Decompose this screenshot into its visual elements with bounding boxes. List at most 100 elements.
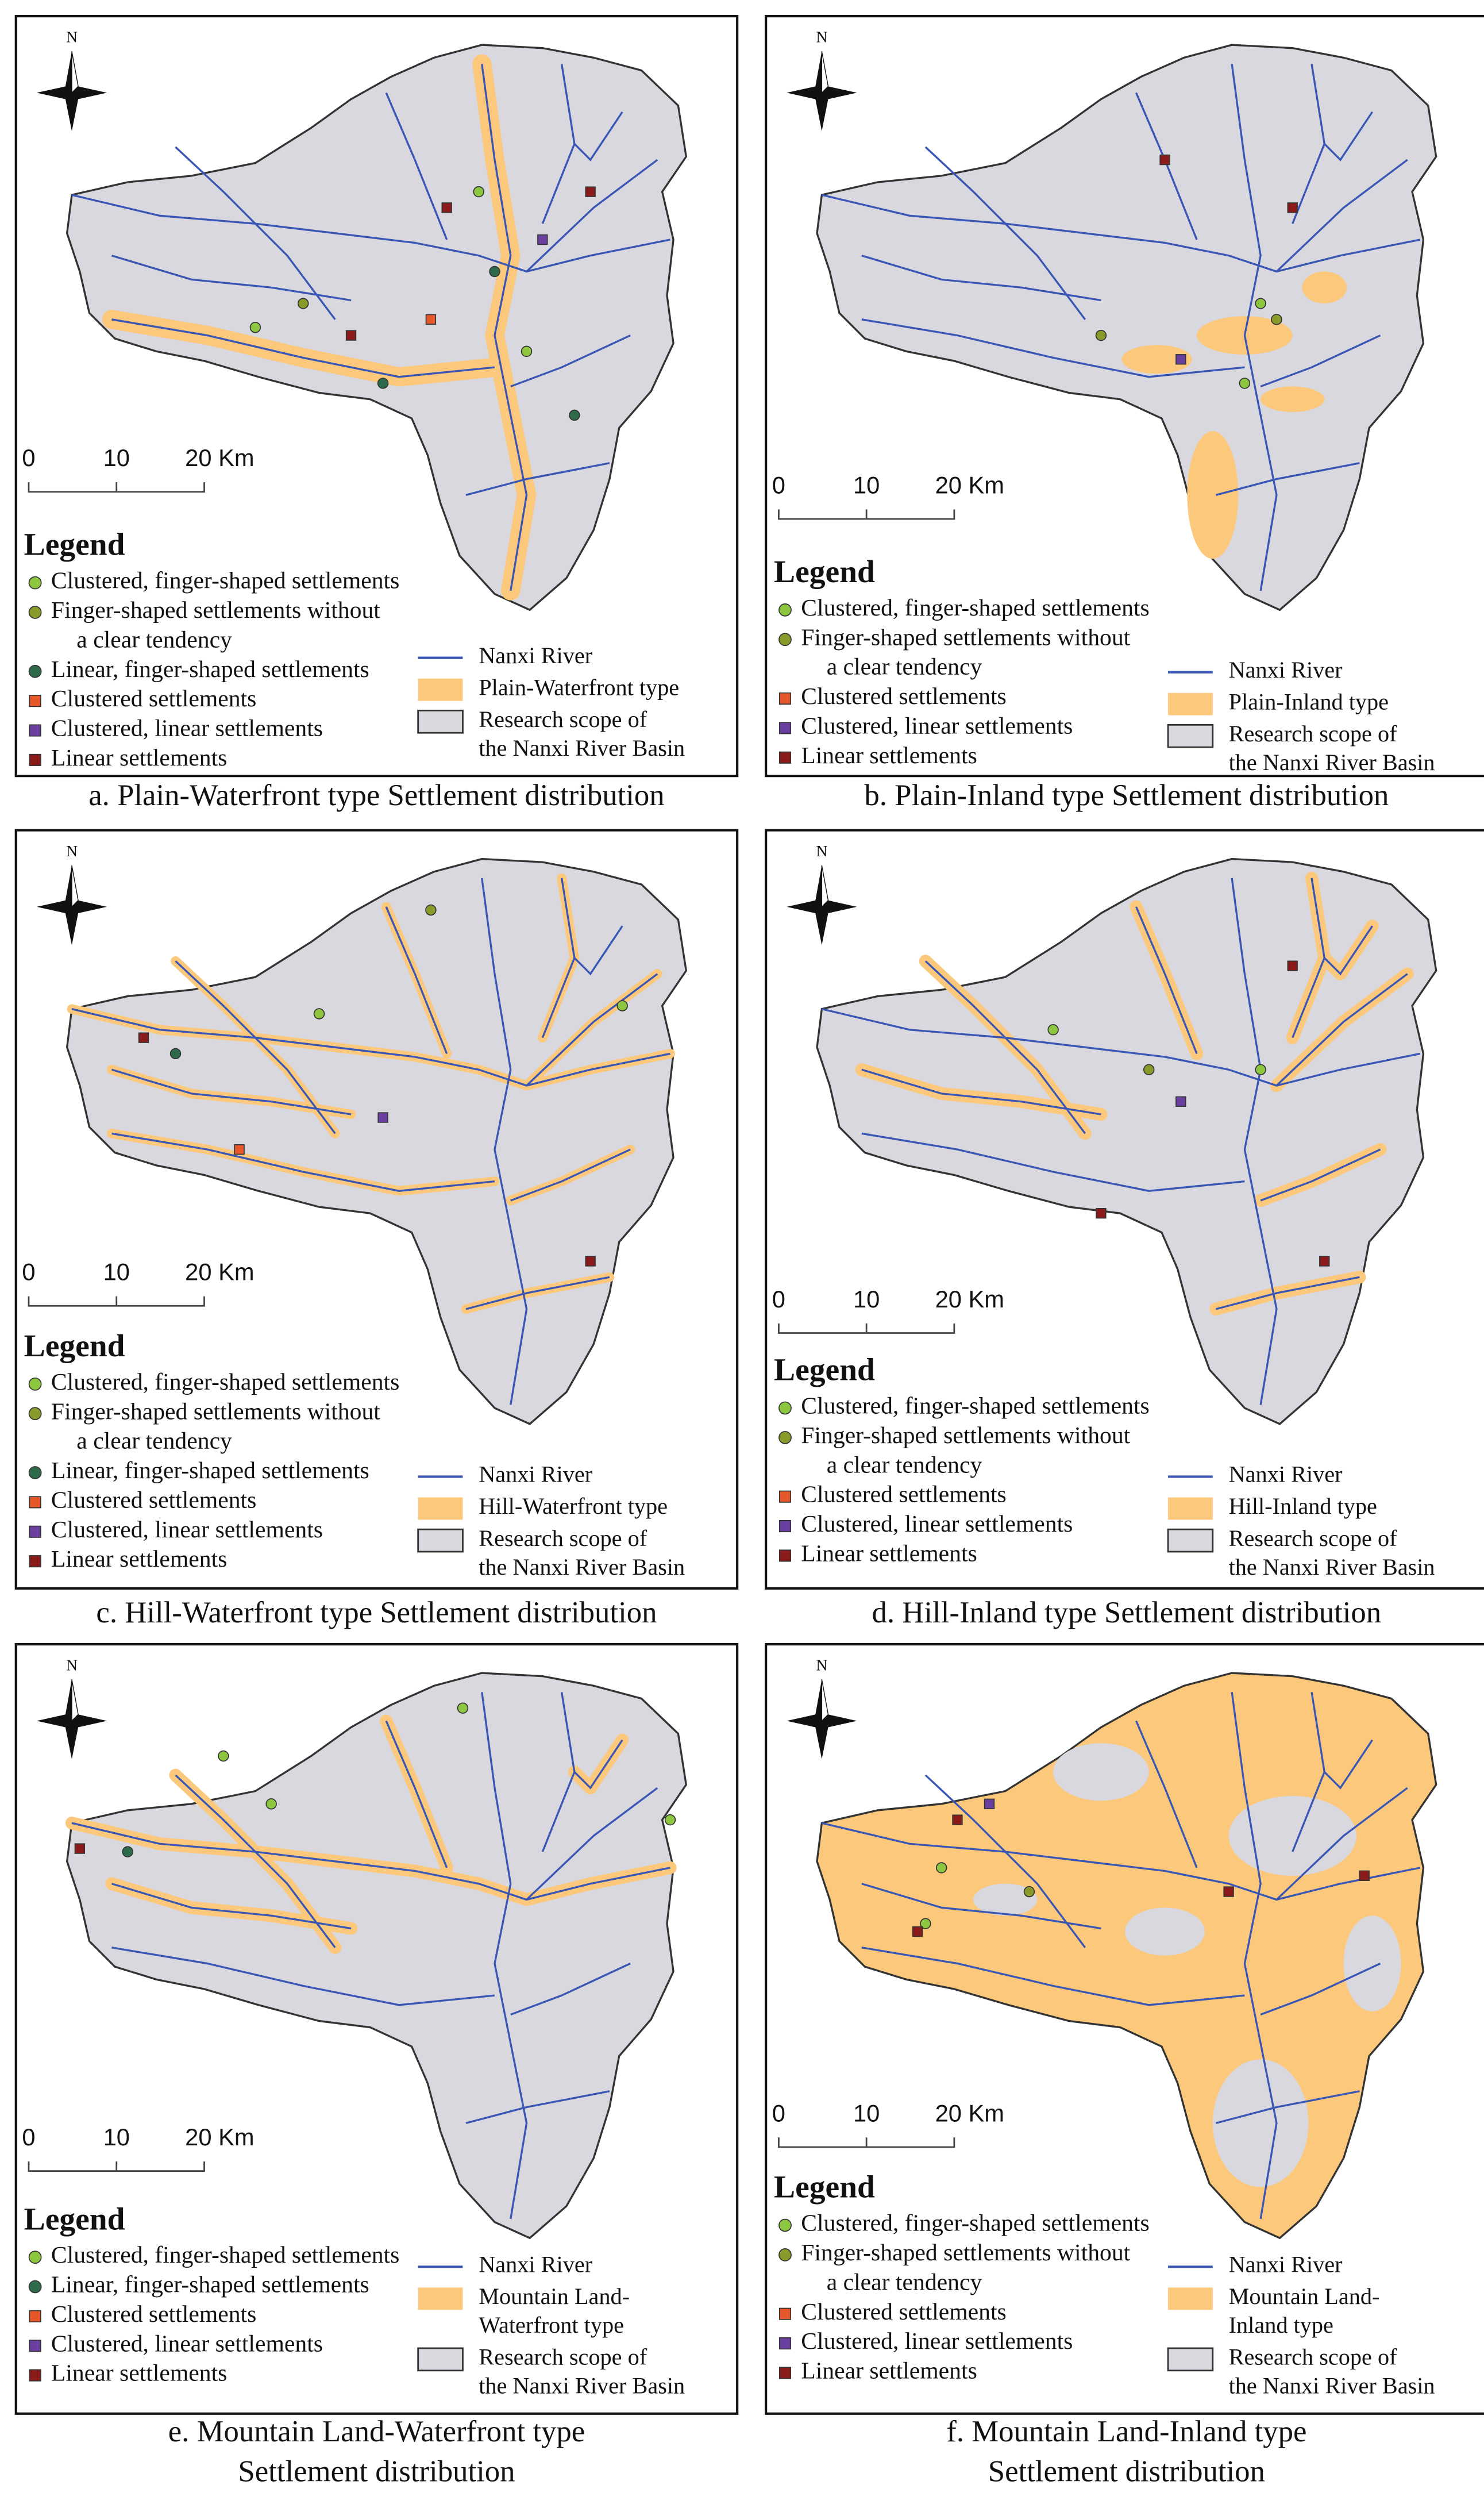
legend-symbol — [29, 695, 41, 707]
type-zone — [1187, 431, 1239, 559]
settlement-marker — [1023, 1886, 1035, 1898]
river — [1260, 1148, 1381, 1202]
map-panel: N 0 10 20 Km Legend Clustered, finger-shaped … — [765, 15, 1484, 778]
settlement-marker — [920, 1918, 931, 1929]
legend-symbol — [29, 1525, 41, 1538]
river — [1135, 1720, 1198, 1868]
river — [111, 1883, 352, 1930]
river — [465, 1276, 610, 1310]
legend-symbol — [1167, 724, 1214, 748]
legend-title: Legend — [774, 555, 875, 590]
river — [111, 1068, 352, 1115]
settlement-marker — [218, 1750, 229, 1762]
scale-label: 20 Km — [185, 444, 254, 471]
river — [111, 1132, 495, 1192]
river — [385, 92, 448, 240]
river — [1215, 462, 1360, 496]
map-panel: N 0 10 20 Km Legend Clustered, finger-shaped … — [14, 1642, 739, 2415]
panel-caption: a. Plain-Waterfront type Settlement dist… — [88, 779, 664, 812]
scope-island — [1212, 2059, 1309, 2187]
legend-symbol — [29, 2310, 41, 2322]
legend-symbol — [778, 722, 792, 734]
scale-label: 0 — [772, 1286, 785, 1313]
legend-label: the Nanxi River Basin — [1229, 2373, 1435, 2399]
north-arrow — [821, 51, 829, 94]
legend-symbol — [1168, 693, 1213, 716]
legend-title: Legend — [24, 1329, 125, 1364]
scope-island — [1228, 1795, 1356, 1876]
river — [861, 1132, 1245, 1192]
legend-title: Legend — [24, 2202, 125, 2237]
legend-symbol — [417, 2347, 464, 2372]
settlement-marker — [1159, 154, 1170, 166]
river — [175, 960, 336, 1134]
settlement-marker — [616, 1000, 628, 1011]
settlement-marker — [1175, 1096, 1186, 1107]
legend-symbol — [778, 1401, 792, 1415]
legend-label: Research scope of — [479, 2344, 647, 2370]
legend-label: Finger-shaped settlements without — [51, 1398, 380, 1425]
legend-symbol — [29, 2340, 41, 2352]
legend-symbol — [778, 603, 792, 617]
river — [1324, 111, 1373, 161]
legend-label: Finger-shaped settlements without — [51, 597, 380, 624]
settlement-marker — [521, 345, 533, 357]
legend-label: Clustered settlements — [51, 2301, 256, 2328]
settlement-marker — [425, 904, 437, 916]
river — [861, 318, 1245, 378]
north-arrow — [71, 1679, 79, 1722]
settlement-marker — [1047, 1024, 1059, 1036]
north-label: N — [66, 843, 78, 860]
river — [481, 64, 528, 591]
river — [510, 1148, 631, 1202]
basin-boundary — [816, 44, 1437, 611]
settlement-marker — [1223, 1886, 1234, 1897]
scale-label: 10 — [103, 2124, 130, 2151]
legend-label: Clustered, linear settlements — [51, 2330, 323, 2357]
legend-label: the Nanxi River Basin — [479, 735, 685, 761]
legend-symbol — [778, 751, 792, 764]
river — [861, 1947, 1245, 2006]
settlement-marker — [585, 186, 596, 197]
map-panel: N 0 10 20 Km Legend Clustered, finger-shaped … — [14, 829, 739, 1590]
river — [510, 334, 631, 388]
legend-label: Clustered, linear settlements — [801, 713, 1073, 739]
scale-label: 10 — [853, 1286, 880, 1313]
legend-label: Nanxi River — [1229, 657, 1343, 683]
legend-symbol — [418, 2287, 463, 2310]
scale-label: 20 Km — [185, 2124, 254, 2151]
north-label: N — [66, 1656, 78, 1674]
settlement-marker — [1359, 1870, 1370, 1881]
legend-label: a clear tendency — [827, 654, 982, 680]
legend-label: a clear tendency — [76, 626, 232, 653]
legend-label: Clustered, linear settlements — [51, 716, 323, 742]
scale-label: 10 — [103, 1259, 130, 1286]
legend-symbol — [778, 2307, 792, 2320]
settlement-marker — [1319, 1256, 1330, 1267]
settlement-marker — [345, 330, 357, 341]
settlement-marker — [234, 1144, 245, 1155]
river — [385, 1720, 448, 1868]
legend-symbol — [778, 2218, 792, 2232]
river — [1275, 1787, 1408, 1901]
scale-label: 0 — [22, 444, 35, 471]
river — [1215, 2090, 1360, 2124]
legend-label: Linear settlements — [51, 2360, 228, 2387]
settlement-marker — [457, 1702, 469, 1714]
settlement-marker — [1255, 298, 1266, 309]
legend-label: Linear settlements — [51, 1546, 228, 1572]
legend-label: Mountain Land- — [479, 2283, 630, 2309]
panel-caption: e. Mountain Land-Waterfront type — [168, 2415, 585, 2448]
legend-label: a clear tendency — [827, 1452, 982, 1478]
legend-label: Linear, finger-shaped settlements — [51, 2272, 369, 2298]
river — [175, 1774, 336, 1948]
river — [861, 1068, 1101, 1115]
north-arrow — [71, 865, 79, 908]
settlement-marker — [1255, 1064, 1266, 1075]
river — [71, 1822, 670, 1901]
river — [1275, 159, 1408, 272]
river — [111, 1947, 495, 2006]
panel-caption: Settlement distribution — [988, 2455, 1265, 2488]
legend-symbol — [28, 606, 42, 619]
